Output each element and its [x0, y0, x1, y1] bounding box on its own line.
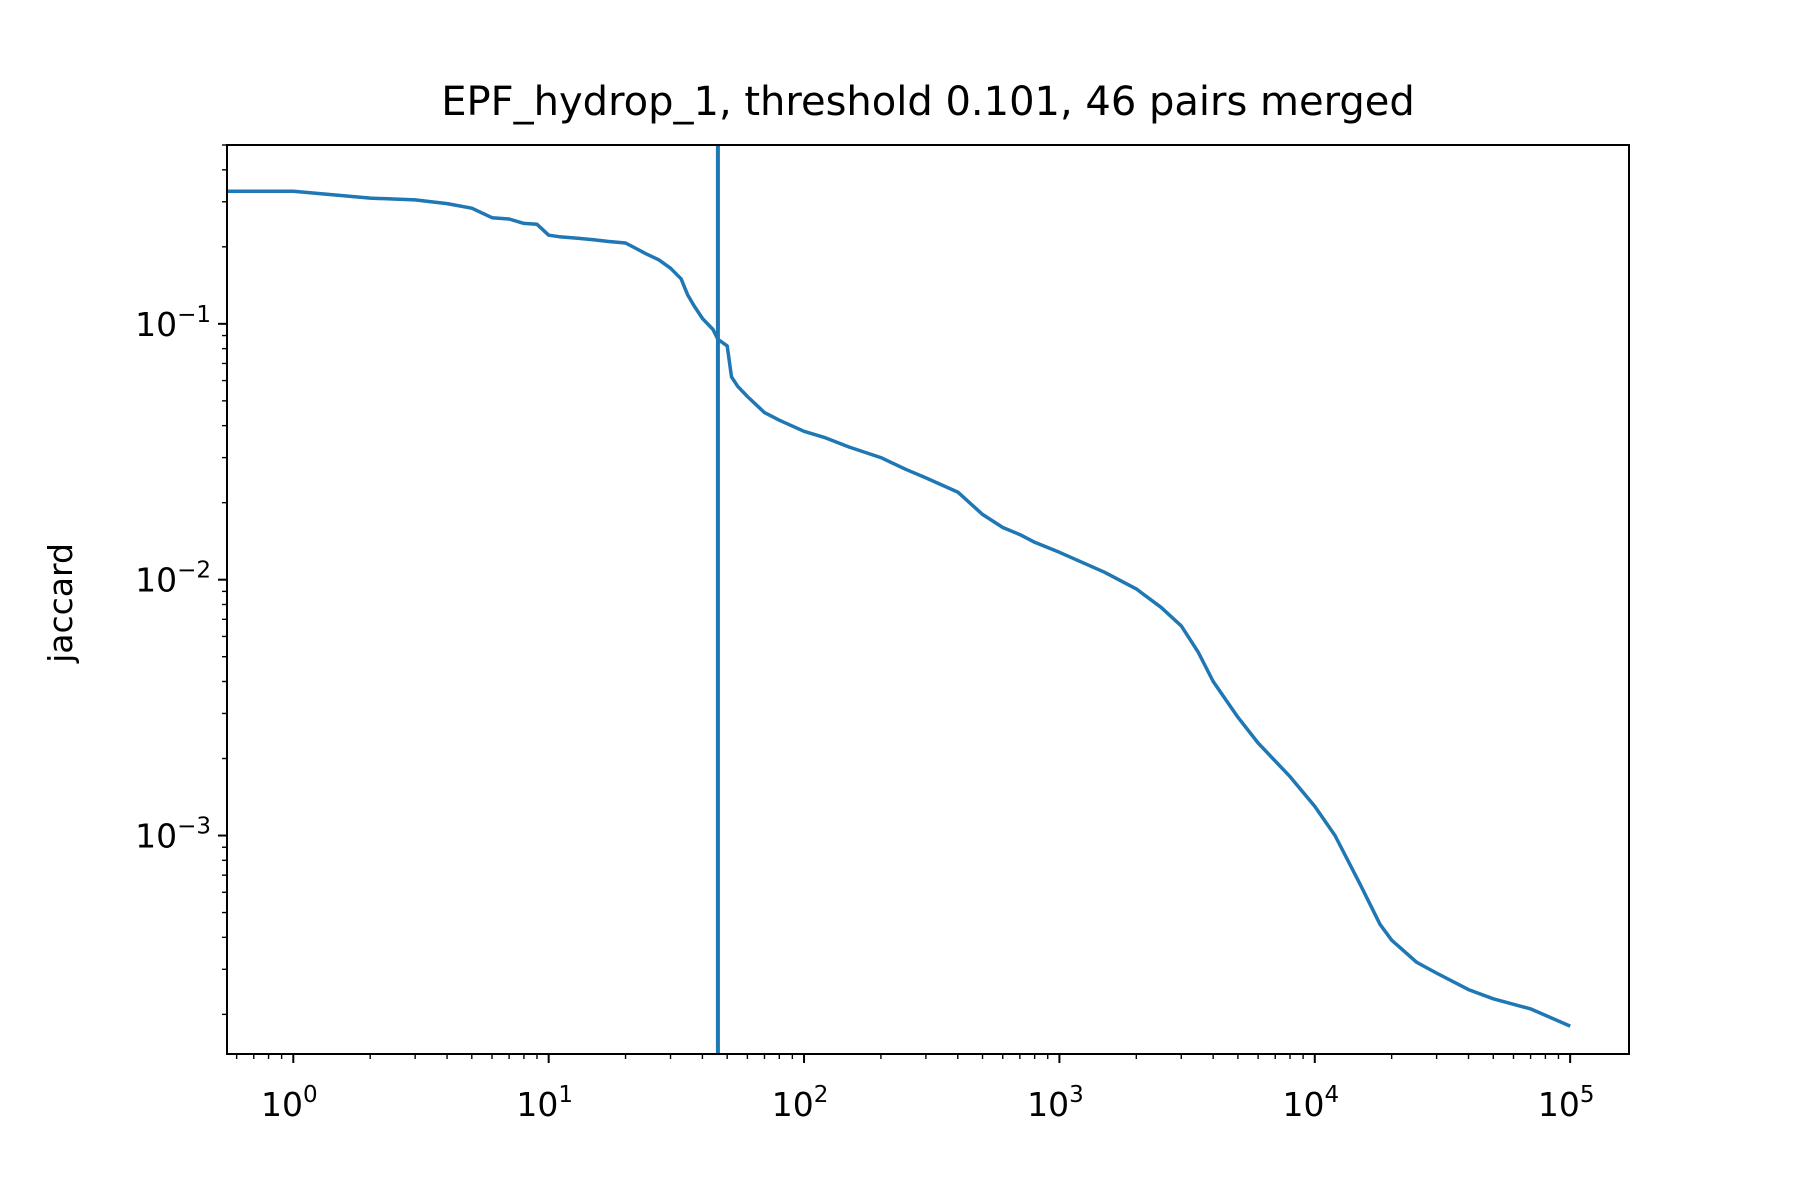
x-tick-label: 103	[1027, 1082, 1084, 1124]
x-tick-label: 105	[1538, 1082, 1595, 1124]
chart-title: EPF_hydrop_1, threshold 0.101, 46 pairs …	[441, 79, 1415, 125]
x-tick-label: 101	[516, 1082, 573, 1124]
series-line	[227, 189, 1571, 1028]
plot-frame	[226, 144, 1630, 1055]
x-tick-label: 104	[1282, 1082, 1339, 1124]
y-tick-label: 10−3	[135, 814, 211, 856]
y-axis-label: jaccard	[41, 543, 80, 664]
x-tick-label: 100	[261, 1082, 318, 1124]
x-tick-label: 102	[772, 1082, 829, 1124]
y-tick-label: 10−1	[135, 302, 211, 344]
y-tick-label: 10−2	[135, 558, 211, 600]
